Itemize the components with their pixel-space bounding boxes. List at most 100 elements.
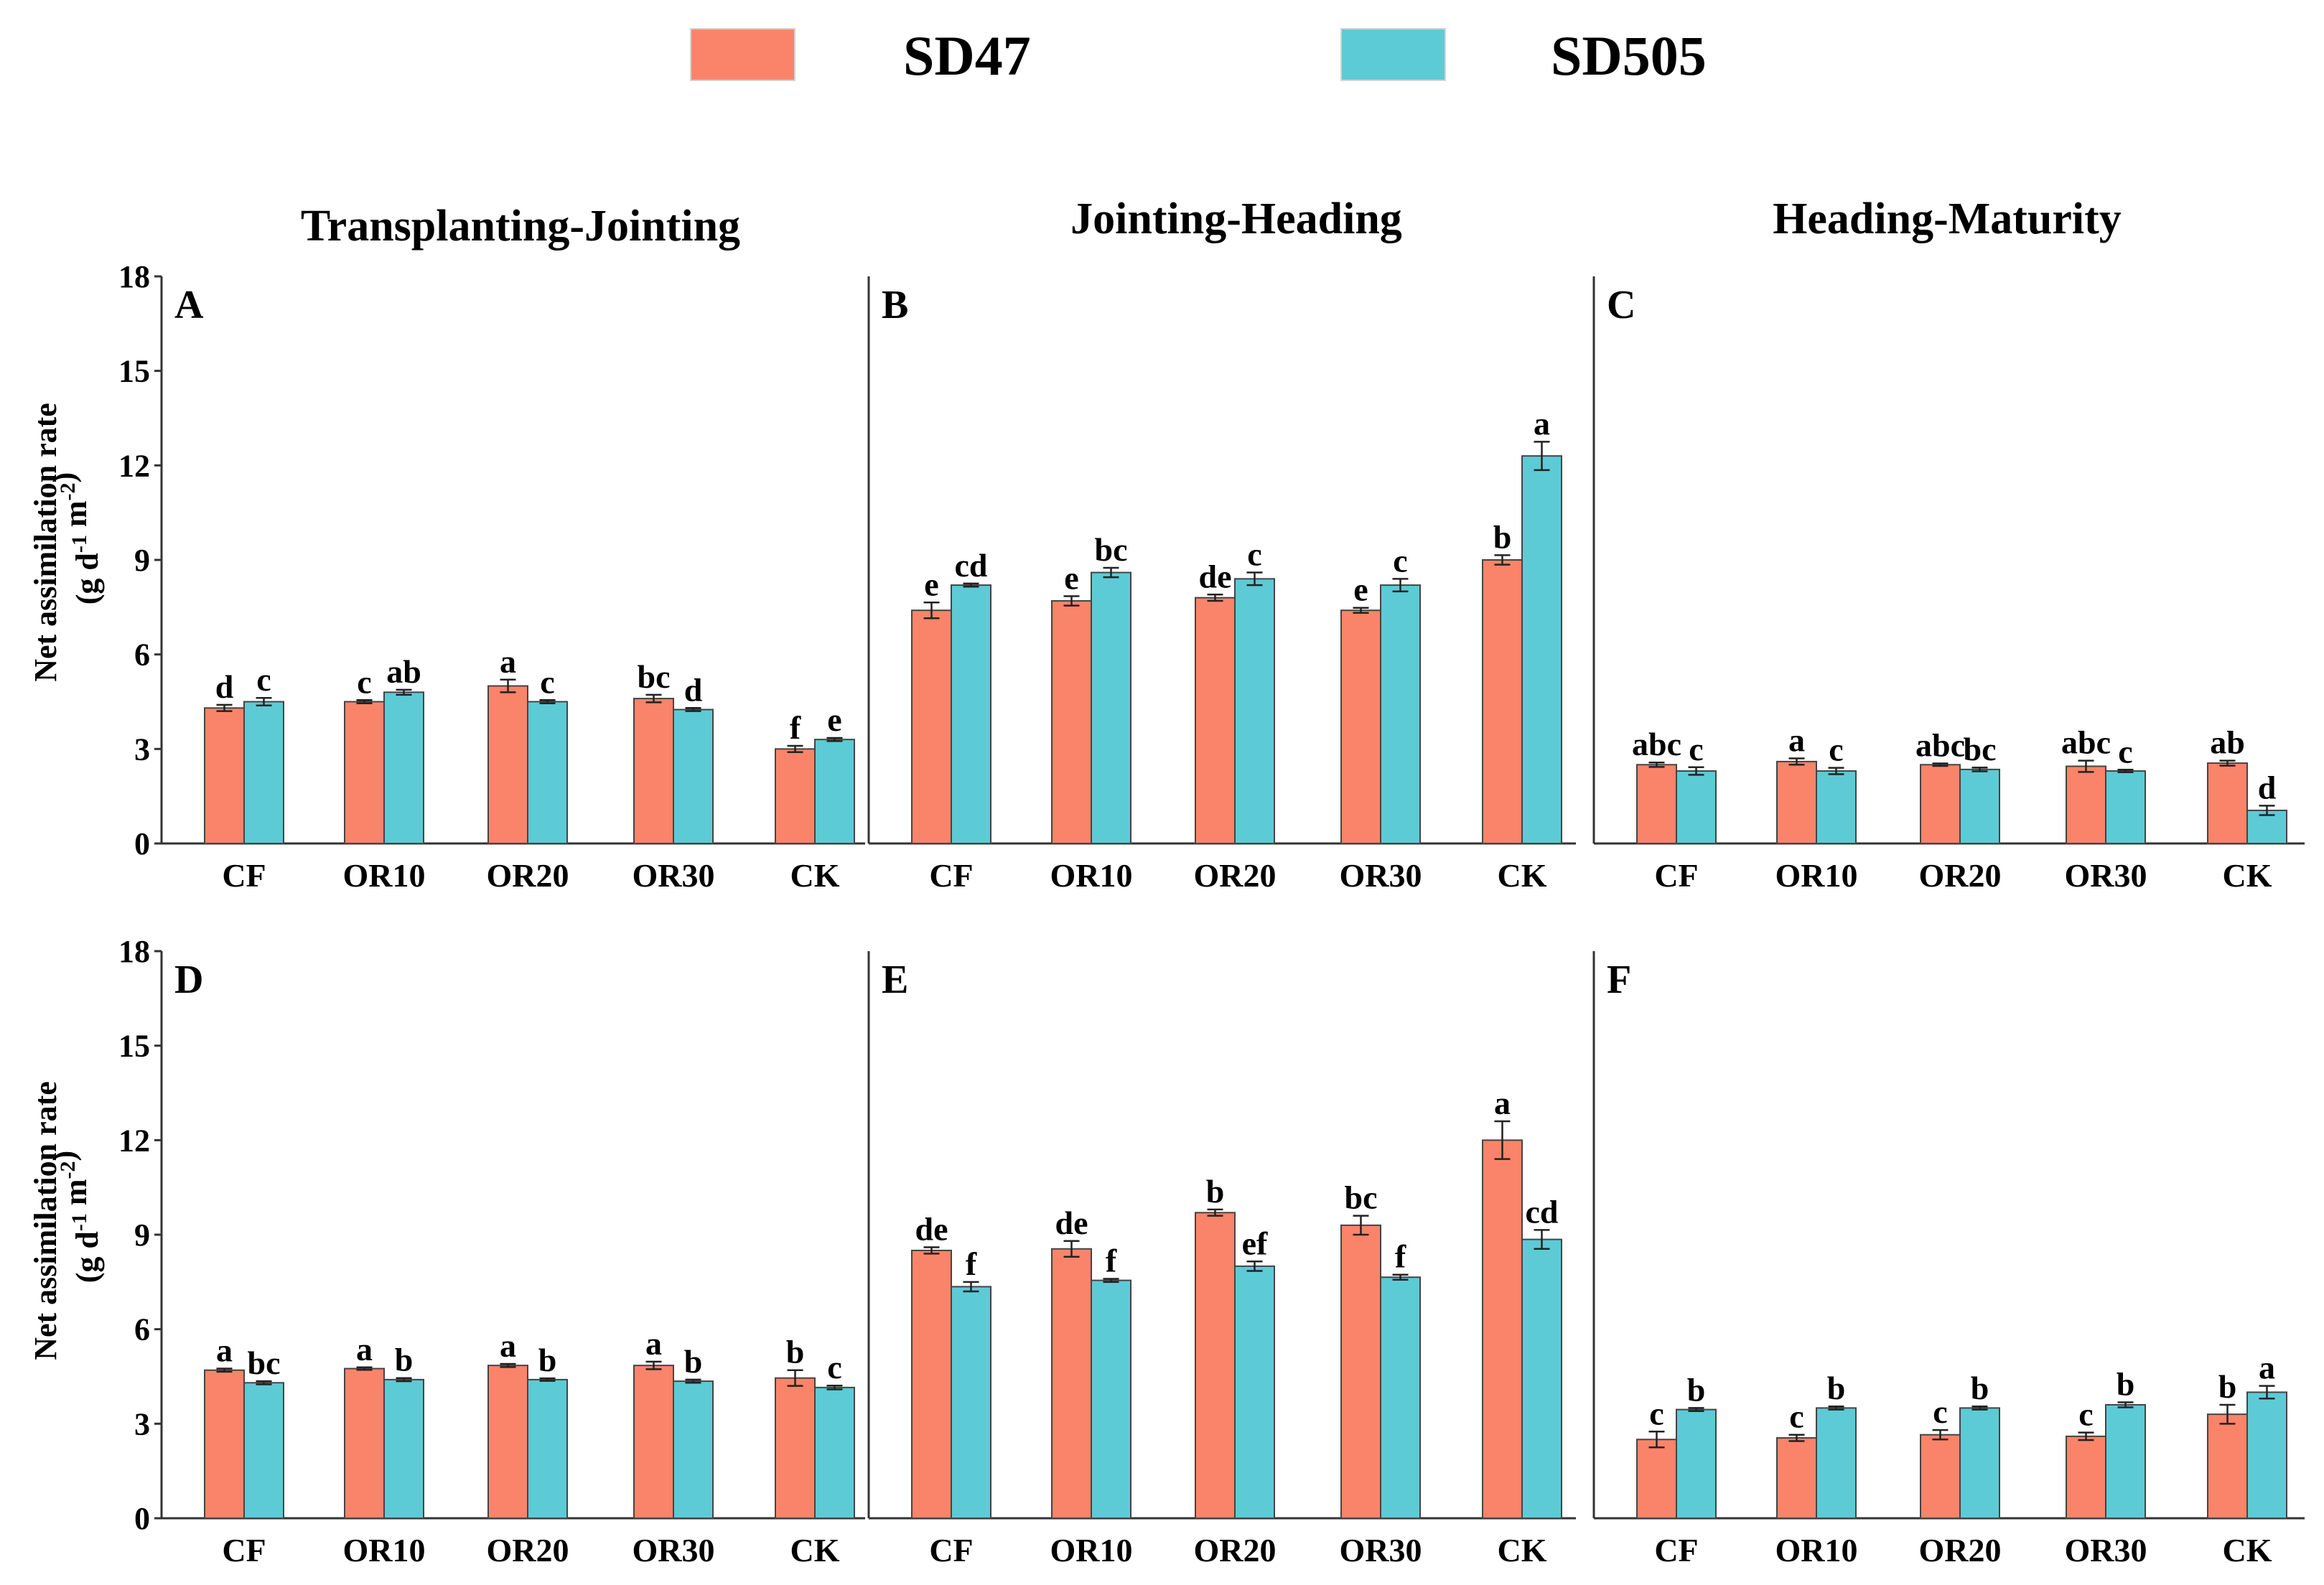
significance-letter: c <box>1649 1395 1663 1431</box>
bar-sd505-or20 <box>527 701 568 844</box>
x-tick-label: OR10 <box>1775 857 1858 894</box>
bar-sd505-or20 <box>1959 768 2000 844</box>
bar-sd47-or10 <box>1776 760 1817 845</box>
bar-sd505-or20 <box>1959 1407 2000 1520</box>
significance-letter: de <box>1199 558 1232 594</box>
x-tick-label: OR20 <box>487 857 569 894</box>
significance-letter: de <box>1055 1205 1088 1241</box>
significance-letter: d <box>215 668 234 705</box>
significance-letter: b <box>786 1334 805 1370</box>
panel-letter: E <box>882 958 908 1002</box>
x-tick-label: OR10 <box>343 857 426 894</box>
y-tick-label: 12 <box>118 448 150 483</box>
y-tick-label: 15 <box>118 1029 150 1064</box>
bar-sd47-cf <box>204 1369 245 1519</box>
bar-sd47-cf <box>204 707 245 844</box>
bar-sd47-or30 <box>1340 609 1381 844</box>
x-tick-label: OR20 <box>1919 857 2002 894</box>
x-tick-label: CK <box>790 857 840 894</box>
x-tick-label: OR20 <box>1919 1532 2002 1568</box>
bar-sd47-ck <box>2207 762 2248 845</box>
bar-sd47-or10 <box>344 1367 385 1520</box>
significance-letter: d <box>2258 769 2277 805</box>
x-tick-label: OR30 <box>2065 857 2147 894</box>
x-tick-label: OR10 <box>343 1532 426 1568</box>
y-tick-label: 15 <box>118 354 150 389</box>
bar-sd47-ck <box>2207 1413 2248 1519</box>
significance-letter: abc <box>1915 727 1965 764</box>
significance-letter: f <box>1106 1242 1117 1278</box>
bar-sd47-or20 <box>1920 1434 1961 1520</box>
bar-sd47-or30 <box>633 698 674 844</box>
legend-label-sd505: SD505 <box>1551 24 1707 87</box>
x-tick-label: CF <box>222 1532 266 1568</box>
x-tick-label: OR20 <box>487 1532 569 1568</box>
significance-letter: b <box>1493 518 1512 555</box>
significance-letter: c <box>540 663 554 700</box>
bar-sd47-or30 <box>2066 765 2106 844</box>
significance-letter: a <box>356 1331 373 1367</box>
x-tick-label: CK <box>2223 1532 2272 1568</box>
significance-letter: c <box>1247 536 1261 573</box>
column-title-transplanting-jointing: Transplanting-Jointing <box>301 202 740 251</box>
significance-letter: bc <box>1095 531 1128 568</box>
y-tick-label: 12 <box>118 1123 150 1158</box>
significance-letter: c <box>357 663 371 700</box>
significance-letter: bc <box>1964 731 1997 767</box>
significance-letter: c <box>2118 733 2132 770</box>
significance-letter: a <box>1788 722 1805 759</box>
bar-sd47-or20 <box>1195 1212 1236 1520</box>
bar-sd505-or30 <box>673 1380 714 1520</box>
bar-sd47-or30 <box>1340 1224 1381 1520</box>
legend-swatch-sd47 <box>690 28 795 81</box>
x-tick-label: CK <box>2223 857 2272 894</box>
bar-sd505-or20 <box>1234 1265 1275 1520</box>
significance-letter: b <box>2218 1368 2237 1405</box>
bar-sd47-ck <box>1482 1139 1523 1520</box>
bar-sd47-or20 <box>487 685 528 844</box>
bar-sd505-ck <box>1521 1238 1562 1520</box>
significance-letter: a <box>2259 1350 2275 1386</box>
bar-sd505-ck <box>2246 1391 2287 1520</box>
bar-sd47-cf <box>911 1249 952 1519</box>
y-axis-label-bottom: Net assimilation rate (g d-1 m-2) <box>28 1073 105 1360</box>
y-axis-label-bottom-unit: (g d-1 m-2) <box>47 1151 105 1283</box>
y-tick-label: 3 <box>134 731 150 767</box>
significance-letter: e <box>1064 559 1078 596</box>
significance-letter: b <box>1687 1371 1706 1408</box>
significance-letter: b <box>1206 1173 1225 1210</box>
x-tick-label: OR10 <box>1775 1532 1858 1568</box>
y-tick-label: 3 <box>134 1406 150 1441</box>
bar-sd505-or20 <box>527 1378 568 1520</box>
y-axis-label-top-unit: (g d-1 m-2) <box>47 472 105 604</box>
significance-letter: ab <box>2210 724 2245 761</box>
y-tick-label: 0 <box>134 1501 150 1536</box>
legend-swatch-sd505 <box>1340 28 1446 81</box>
x-tick-label: OR30 <box>633 857 715 894</box>
bar-sd505-cf <box>243 701 284 844</box>
bar-sd47-ck <box>775 1377 816 1520</box>
bar-sd505-or30 <box>1380 584 1421 844</box>
bar-sd47-or20 <box>487 1365 528 1520</box>
significance-letter: c <box>1829 731 1843 768</box>
x-tick-label: OR20 <box>1194 857 1277 894</box>
significance-letter: bc <box>248 1345 281 1381</box>
x-tick-label: CF <box>929 857 973 894</box>
x-tick-label: OR30 <box>1340 1532 1422 1568</box>
bar-sd47-ck <box>775 748 816 845</box>
significance-letter: c <box>827 1349 841 1385</box>
legend-label-sd47: SD47 <box>903 24 1031 87</box>
significance-letter: c <box>1789 1398 1803 1435</box>
bar-sd505-ck <box>814 739 855 844</box>
panel-letter: C <box>1607 283 1635 327</box>
bar-sd505-or30 <box>2105 1404 2146 1519</box>
bar-sd505-cf <box>1676 1408 1717 1520</box>
significance-letter: cd <box>1526 1193 1559 1230</box>
x-tick-label: CF <box>1654 857 1698 894</box>
